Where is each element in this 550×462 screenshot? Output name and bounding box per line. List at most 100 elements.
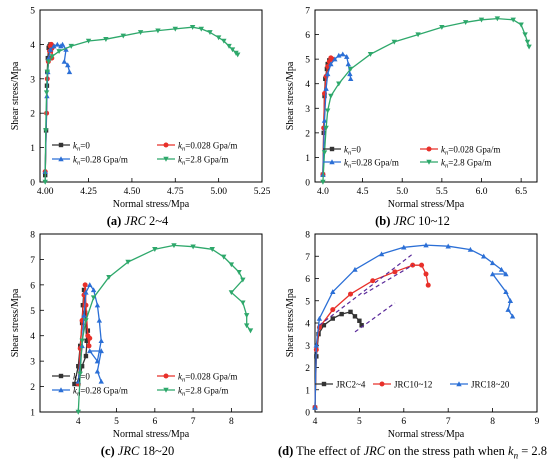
- y-axis-label: Shear stress/Mpa: [10, 288, 21, 357]
- data-point: [419, 262, 425, 268]
- x-axis-label: Normal stress/Mpa: [388, 199, 465, 210]
- data-point: [90, 287, 97, 293]
- x-tick-label: 5: [357, 417, 362, 427]
- data-point: [348, 309, 353, 315]
- data-point: [498, 266, 505, 272]
- data-point: [98, 338, 104, 343]
- y-tick-label: 4: [30, 332, 35, 342]
- data-point: [198, 26, 204, 32]
- y-tick-label: 1: [305, 386, 310, 396]
- data-point: [76, 364, 81, 369]
- legend-label: kn=0.028 Gpa/m: [178, 372, 237, 384]
- x-tick-label: 7: [191, 417, 196, 427]
- data-point: [221, 254, 227, 260]
- x-tick-label: 8: [229, 417, 234, 427]
- x-tick-label: 4: [313, 417, 318, 427]
- data-point: [330, 316, 335, 321]
- legend-label: JRC10~12: [394, 380, 432, 390]
- y-tick-label: 4: [305, 320, 310, 330]
- legend-label: kn=0.28 Gpa/m: [73, 155, 128, 167]
- data-point: [79, 364, 85, 369]
- data-point: [83, 289, 89, 295]
- data-point: [359, 323, 364, 328]
- x-axis-label: Normal stress/Mpa: [388, 429, 465, 440]
- legend-marker: [329, 146, 335, 152]
- legend-label: kn=2.8 Gpa/m: [178, 386, 228, 398]
- data-point: [344, 53, 350, 59]
- legend-label: kn=2.8 Gpa/m: [178, 155, 228, 167]
- data-point: [207, 30, 213, 36]
- data-point: [86, 343, 92, 349]
- data-point: [98, 378, 104, 384]
- y-axis-label: Shear stress/Mpa: [285, 288, 296, 357]
- data-point: [312, 404, 318, 410]
- y-tick-label: 4: [30, 41, 35, 51]
- legend-marker: [329, 159, 335, 165]
- chart-d: 4 5 6 7 8 9 0 1 2 3 4 5 6 7 8 Normal stress/Mpa Shear st…: [285, 231, 540, 441]
- data-point: [489, 271, 496, 277]
- data-point: [321, 117, 328, 123]
- data-point: [152, 247, 158, 252]
- data-point: [82, 282, 88, 288]
- data-point: [240, 277, 246, 283]
- trend-line: [319, 253, 414, 326]
- data-point: [49, 54, 55, 60]
- legend-marker: [379, 381, 385, 387]
- data-point: [336, 52, 342, 58]
- x-axis-label: Normal stress/Mpa: [113, 199, 190, 210]
- data-point: [43, 90, 50, 96]
- data-point: [321, 150, 328, 156]
- x-tick-label: 6: [401, 417, 406, 427]
- legend-label: kn=0.028 Gpa/m: [178, 141, 237, 153]
- legend-marker: [163, 387, 169, 393]
- caption-a: (a) JRC 2~4: [106, 214, 169, 228]
- data-point: [247, 328, 254, 334]
- data-point: [332, 56, 338, 62]
- legend-marker: [456, 381, 462, 387]
- data-point: [524, 39, 531, 45]
- data-point: [155, 28, 161, 34]
- data-point: [103, 37, 109, 42]
- data-point: [316, 315, 323, 321]
- data-point: [324, 71, 331, 77]
- data-point: [352, 314, 358, 319]
- legend-label: kn=0.28 Gpa/m: [344, 158, 399, 170]
- data-point: [481, 253, 487, 259]
- data-point: [42, 179, 48, 185]
- data-point: [410, 262, 416, 268]
- y-tick-label: 3: [30, 358, 35, 368]
- data-point: [84, 338, 89, 343]
- caption-d: (d) The effect of JRC on the stress path…: [277, 444, 548, 461]
- caption-c: (c) JRC 18~20: [100, 444, 175, 458]
- data-point: [401, 244, 407, 250]
- data-point: [494, 16, 501, 22]
- data-point: [323, 125, 329, 131]
- legend-label: kn=0: [73, 372, 90, 384]
- data-point: [85, 38, 92, 44]
- data-point: [348, 291, 354, 297]
- y-tick-label: 1: [305, 154, 310, 164]
- y-tick-label: 8: [305, 231, 310, 241]
- data-point: [65, 62, 71, 68]
- plot-frame: [314, 9, 538, 183]
- x-tick-label: 9: [535, 417, 540, 427]
- data-point: [44, 69, 50, 75]
- data-point: [352, 266, 358, 272]
- legend-marker: [58, 387, 64, 393]
- data-point: [321, 323, 327, 328]
- data-point: [439, 25, 445, 30]
- data-point: [82, 310, 88, 316]
- data-point: [189, 25, 196, 30]
- data-point: [324, 108, 331, 114]
- data-point: [87, 335, 93, 341]
- data-point: [423, 242, 429, 248]
- x-tick-label: 5.25: [254, 187, 271, 197]
- data-point: [392, 269, 398, 275]
- x-tick-label: 5: [114, 417, 119, 427]
- x-tick-label: 4.00: [37, 187, 54, 197]
- y-axis-label: Shear stress/Mpa: [10, 61, 21, 130]
- data-point: [328, 93, 334, 99]
- legend-marker: [426, 159, 432, 165]
- data-point: [59, 41, 66, 47]
- data-point: [45, 59, 52, 65]
